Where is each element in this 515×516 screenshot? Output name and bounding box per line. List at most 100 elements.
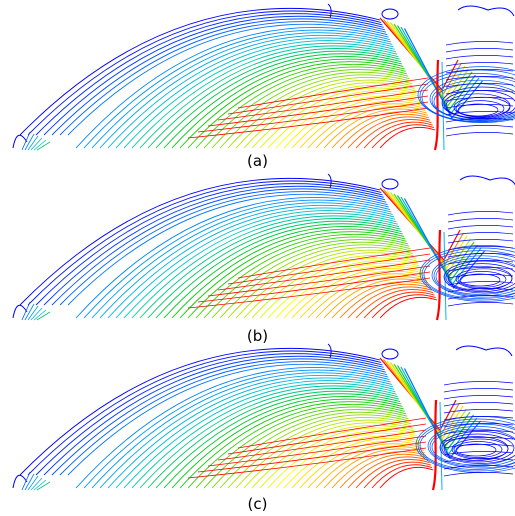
shock-line [396,365,474,452]
contour-line [36,481,51,491]
contour-line [217,429,427,461]
contour-loop [459,273,501,287]
contour-line [443,444,514,449]
contour-line [447,239,514,244]
contour-svg-b [12,173,515,321]
contour-line [447,302,514,307]
contour-line [35,183,383,306]
contour-loop [423,250,515,299]
contour-line [36,141,51,151]
contour-line [187,447,427,479]
contour-line [443,472,514,477]
contour-line [355,459,430,489]
contour-line [275,432,418,489]
contour-line [12,474,28,489]
shock-line [393,23,473,108]
contour-line [179,61,405,149]
contour-line [227,423,427,455]
contour-line [131,215,398,319]
contour-line [171,228,405,319]
contour-line [459,175,515,186]
contour-line [211,241,411,319]
contour-line [155,393,401,489]
contour-line [445,118,514,123]
contour-line [363,121,433,149]
contour-loop [419,245,515,302]
shock-line [390,22,469,104]
contour-line [447,232,514,237]
contour-line [21,131,31,151]
contour-line [379,126,436,149]
contour-loop [429,76,515,122]
contour-loop [443,436,509,461]
contour-line [83,29,390,149]
shock-line [390,192,471,274]
contour-line [447,295,514,300]
contour-line [51,358,385,476]
contour-loop [453,441,503,458]
contour-line [33,309,47,321]
contour-line [19,177,381,306]
contour-line [12,304,28,319]
contour-loop [455,443,497,457]
contour-line [115,210,396,319]
contour-line [179,231,406,319]
contour-line [243,82,415,149]
contour-loop [455,100,505,117]
contour-svg-a [12,3,515,151]
contour-line [443,423,514,428]
contour-line [67,363,388,476]
contour-line [371,464,433,489]
contour-line [443,458,514,463]
contour-line [59,361,387,476]
contour-line [203,69,409,149]
contour-line [211,411,409,489]
contour-line [27,135,39,151]
shock-line [393,193,475,278]
contour-line [447,218,514,223]
contour-line [197,441,427,473]
contour-line [35,353,383,476]
contour-line [115,380,395,489]
contour-loop [431,428,515,466]
contour-line [291,438,421,489]
contour-line [43,185,384,306]
contour-line [445,104,514,109]
contour-loop [439,431,515,464]
contour-line [27,475,39,491]
contour-line [171,58,404,149]
contour-line [12,134,28,149]
contour-line [187,233,407,319]
contour-loop [443,260,515,294]
contour-line [35,13,383,136]
contour-line [147,390,400,489]
contour-line [243,252,416,319]
contour-line [331,451,427,489]
shock-line [383,19,463,96]
contour-line [139,388,398,489]
contour-line [347,456,429,489]
contour-line [243,422,414,489]
contour-line [355,119,432,149]
shock-line [383,189,465,266]
contour-loop [421,247,515,301]
contour-line [327,343,332,359]
contour-line [207,95,429,127]
contour-line [447,274,514,279]
contour-loop [381,348,399,360]
contour-line [99,204,393,319]
contour-line [283,435,420,489]
contour-line [299,440,422,489]
contour-line [203,409,408,489]
contour-line [283,265,422,319]
contour-line [30,307,43,321]
contour-line [91,32,392,149]
contour-line [379,466,434,489]
contour-line [123,382,396,489]
shock-line [379,357,457,432]
contour-line [235,79,414,149]
contour-loop [441,433,515,463]
contour-line [43,355,384,476]
contour-line [445,90,514,95]
contour-line [445,41,514,46]
